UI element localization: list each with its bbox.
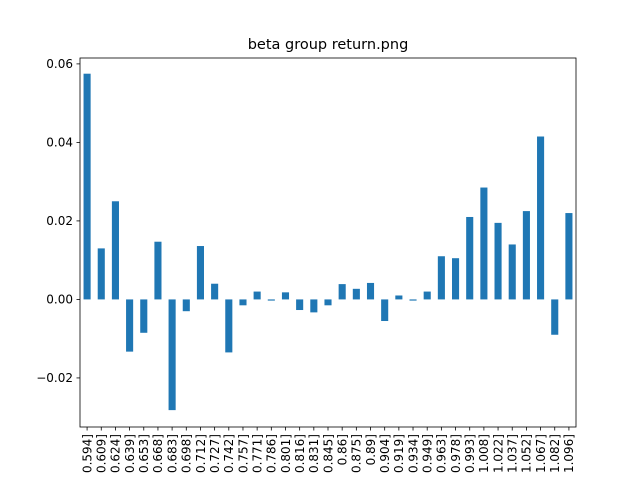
bar-0 — [83, 73, 91, 300]
x-tick-label: 0.978] — [449, 434, 463, 473]
x-tick-label: 0.668] — [151, 434, 165, 473]
y-tick-label: 0.00 — [46, 293, 73, 307]
x-tick-label: 0.963] — [435, 434, 449, 473]
x-tick-label: 0.801] — [279, 434, 293, 473]
x-tick-label: 0.816] — [293, 434, 307, 473]
bar-3 — [126, 299, 134, 352]
bar-15 — [296, 299, 304, 311]
bar-5 — [154, 241, 162, 300]
bar-6 — [168, 299, 176, 411]
y-axis: −0.02 0.00 0.02 0.04 0.06 — [36, 57, 80, 385]
bar-series — [83, 73, 573, 411]
plot-area: −0.02 0.00 0.02 0.04 0.06 0.594] 0.609] 0.624]… — [36, 57, 577, 473]
bar-2 — [111, 201, 119, 300]
x-tick-label: 0.919] — [392, 434, 406, 473]
x-tick-label: 0.757] — [236, 434, 250, 473]
bar-21 — [381, 299, 389, 322]
x-tick-label: 0.904] — [378, 434, 392, 473]
bar-13 — [267, 299, 275, 301]
x-tick-label: 0.845] — [321, 434, 335, 473]
x-tick-label: 0.786] — [265, 434, 279, 473]
x-tick-label: 1.096] — [562, 434, 576, 473]
bar-23 — [409, 299, 417, 301]
bar-19 — [352, 288, 360, 300]
x-tick-label: 1.052] — [520, 434, 534, 473]
bar-29 — [494, 222, 502, 300]
x-axis: 0.594] 0.609] 0.624] 0.639] 0.653] 0.668] 0.68… — [80, 427, 576, 473]
x-tick-label: 0.934] — [406, 434, 420, 473]
bar-33 — [551, 299, 559, 335]
bar-11 — [239, 299, 247, 306]
bar-17 — [324, 299, 332, 306]
x-tick-label: 0.875] — [350, 434, 364, 473]
bar-9 — [211, 283, 219, 300]
bar-16 — [310, 299, 318, 313]
bar-1 — [97, 248, 105, 300]
x-tick-label: 0.712] — [194, 434, 208, 473]
bar-12 — [253, 291, 261, 300]
x-tick-label: 0.993] — [463, 434, 477, 473]
x-tick-label: 0.86] — [335, 434, 349, 465]
x-tick-label: 0.609] — [95, 434, 109, 473]
y-tick-label: 0.06 — [46, 57, 73, 71]
x-tick-label: 0.624] — [109, 434, 123, 473]
x-tick-label: 1.022] — [491, 434, 505, 473]
x-tick-label: 0.727] — [208, 434, 222, 473]
bar-8 — [196, 246, 204, 300]
bar-10 — [225, 299, 233, 353]
x-tick-label: 0.594] — [80, 434, 94, 473]
bar-28 — [480, 187, 488, 300]
bar-26 — [452, 258, 460, 300]
x-tick-label: 0.831] — [307, 434, 321, 473]
x-tick-label: 0.89] — [364, 434, 378, 465]
x-tick-label: 1.067] — [534, 434, 548, 473]
bar-34 — [565, 213, 573, 300]
x-tick-label: 0.949] — [421, 434, 435, 473]
bar-25 — [437, 256, 445, 300]
bar-7 — [182, 299, 190, 312]
y-tick-label: −0.02 — [36, 371, 73, 385]
y-tick-label: 0.02 — [46, 214, 73, 228]
x-tick-label: 0.653] — [137, 434, 151, 473]
x-tick-label: 0.639] — [123, 434, 137, 473]
y-tick-label: 0.04 — [46, 136, 73, 150]
bar-30 — [508, 244, 516, 300]
bar-31 — [522, 211, 530, 300]
bar-4 — [140, 299, 148, 333]
x-tick-label: 1.082] — [548, 434, 562, 473]
bar-22 — [395, 295, 403, 300]
x-tick-label: 1.008] — [477, 434, 491, 473]
x-tick-label: 0.698] — [180, 434, 194, 473]
bar-18 — [338, 284, 346, 300]
x-tick-label: 0.771] — [250, 434, 264, 473]
x-tick-label: 0.742] — [222, 434, 236, 473]
bar-24 — [423, 291, 431, 300]
x-tick-label: 0.683] — [165, 434, 179, 473]
bar-32 — [537, 136, 545, 300]
bar-27 — [466, 216, 474, 300]
bar-14 — [281, 292, 290, 300]
chart-title: beta group return.png — [248, 37, 409, 53]
x-tick-label: 1.037] — [506, 434, 520, 473]
bar-20 — [366, 282, 375, 300]
